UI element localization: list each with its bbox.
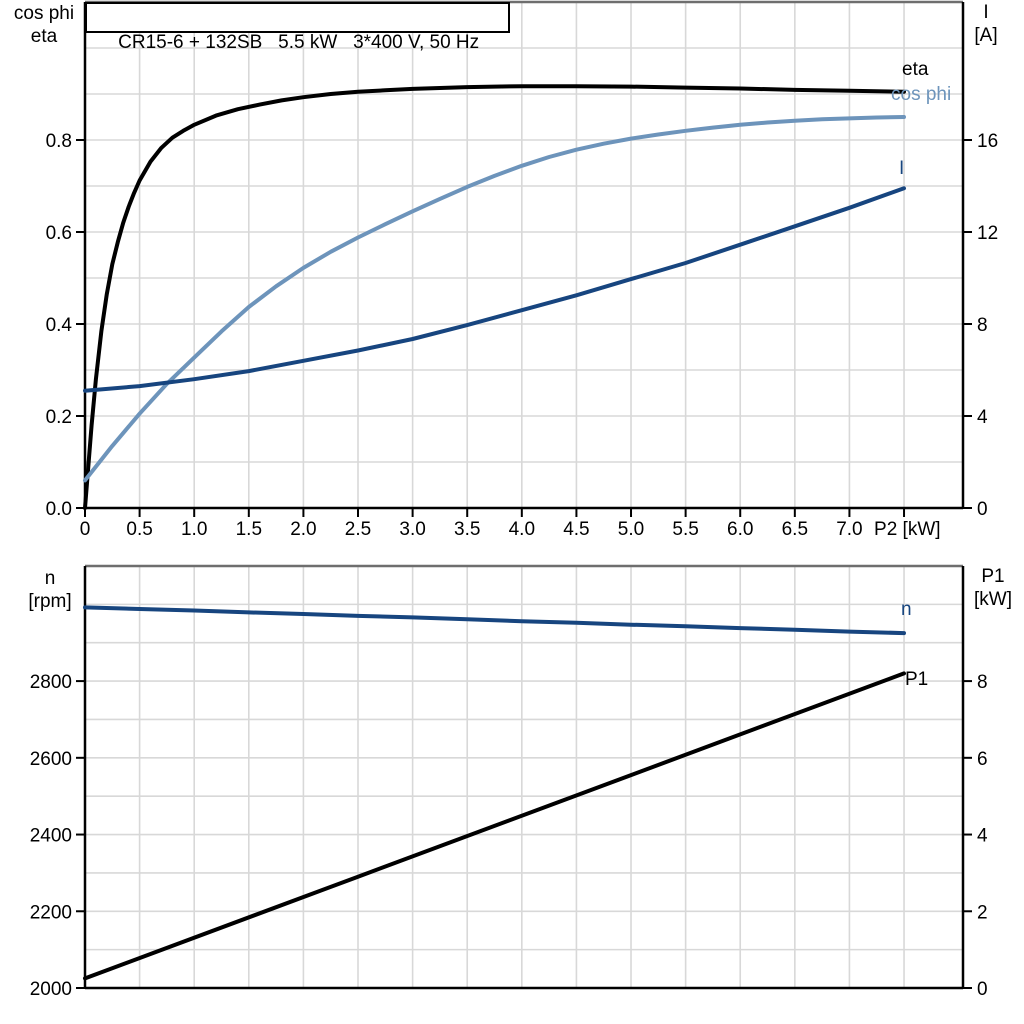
x-tick-label: 1.5 <box>236 519 262 540</box>
right-tick-label: 12 <box>977 223 998 244</box>
right-tick-label: 6 <box>977 749 988 770</box>
series-curve-n <box>83 605 906 636</box>
left-tick-label: 2400 <box>30 826 72 847</box>
right-tick-label: 8 <box>977 672 988 693</box>
right-tick-label: 2 <box>977 902 988 923</box>
right-tick-label: 8 <box>977 315 988 336</box>
x-tick-label: 5.0 <box>618 519 644 540</box>
axis-title-cos-phi: cos phi <box>13 3 75 24</box>
series-curve-P1 <box>83 671 906 981</box>
right-tick-label: 4 <box>977 826 988 847</box>
top-right-axis-title: I [A] <box>960 1 1012 47</box>
left-tick-label: 0.4 <box>46 315 73 336</box>
x-tick-label: 3.5 <box>454 519 480 540</box>
curve-label-current: I <box>899 158 905 179</box>
axis-title-p1: P1 <box>981 566 1005 587</box>
x-tick-label: 2.0 <box>290 519 316 540</box>
x-tick-label: 1.0 <box>181 519 207 540</box>
axis-title-eta: eta <box>30 26 58 47</box>
left-tick-label: 0.2 <box>46 407 72 428</box>
left-tick-label: 2800 <box>30 672 72 693</box>
left-tick-label: 0.6 <box>46 223 72 244</box>
x-tick-label: 4.5 <box>563 519 589 540</box>
left-tick-label: 2000 <box>30 979 72 1000</box>
left-tick-label: 2600 <box>30 749 72 770</box>
left-tick-label: 0.8 <box>46 131 72 152</box>
bottom-left-axis-title: n [rpm] <box>18 567 82 613</box>
curve-label-p1: P1 <box>905 669 929 690</box>
left-tick-label: 2200 <box>30 902 72 923</box>
chart-title: CR15-6 + 132SB 5.5 kW 3*400 V, 50 Hz <box>118 32 480 53</box>
right-tick-label: 16 <box>977 131 998 152</box>
right-tick-label: 0 <box>977 979 988 1000</box>
series-curve-cos-phi <box>83 115 906 483</box>
curve-label-speed: n <box>901 599 912 620</box>
x-tick-label: 3.0 <box>399 519 425 540</box>
series-curve-eta <box>83 84 906 510</box>
x-tick-label: 0 <box>80 519 91 540</box>
right-tick-label: 0 <box>977 499 988 520</box>
chart-title-box: CR15-6 + 132SB 5.5 kW 3*400 V, 50 Hz <box>85 2 510 53</box>
axis-title-speed-unit: [rpm] <box>28 591 72 612</box>
x-tick-label: 6.0 <box>727 519 753 540</box>
left-tick-label: 0.0 <box>46 499 72 520</box>
x-tick-label: 6.5 <box>782 519 808 540</box>
curve-label-eta: eta <box>902 59 929 80</box>
x-tick-label: 0.5 <box>126 519 152 540</box>
axis-title-p1-unit: [kW] <box>974 589 1012 610</box>
series-curve-I <box>83 186 906 393</box>
x-tick-label: 5.5 <box>672 519 698 540</box>
x-tick-label: 7.0 <box>836 519 862 540</box>
x-axis-unit-label: P2 [kW] <box>874 519 941 540</box>
curve-label-cos-phi: cos phi <box>891 84 952 105</box>
right-tick-label: 4 <box>977 407 988 428</box>
x-tick-label: 2.5 <box>345 519 371 540</box>
top-left-axis-title: cos phi eta <box>6 2 82 48</box>
bottom-right-axis-title: P1 [kW] <box>964 565 1022 611</box>
axis-title-speed: n <box>44 568 56 589</box>
x-tick-label: 4.0 <box>509 519 535 540</box>
axis-title-current-unit: [A] <box>974 25 998 46</box>
axis-title-current: I <box>983 2 989 23</box>
